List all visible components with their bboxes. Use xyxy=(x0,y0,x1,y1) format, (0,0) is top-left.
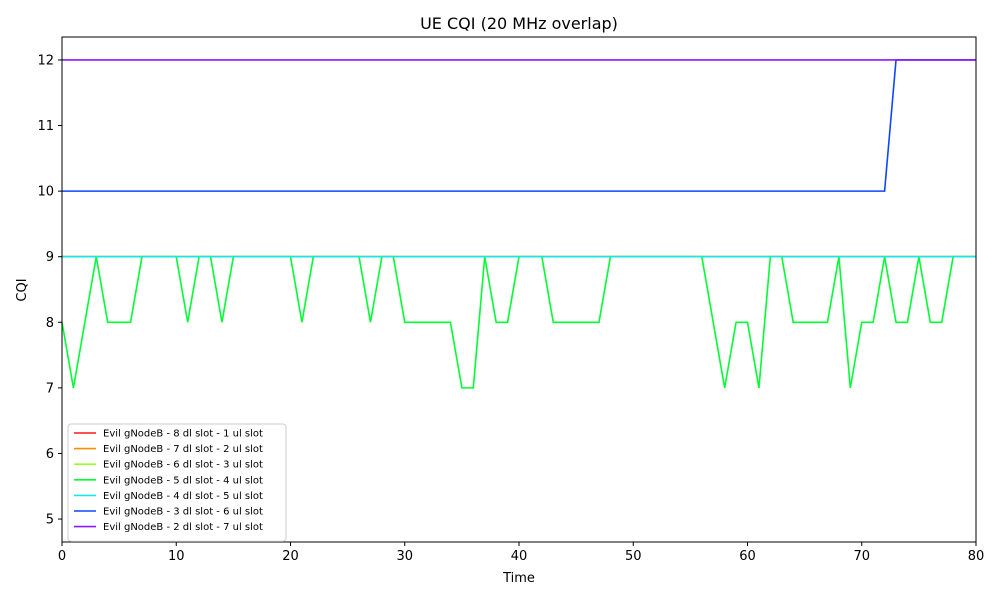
x-tick-label-4: 40 xyxy=(511,549,528,564)
legend-label-6: Evil gNodeB - 2 dl slot - 7 ul slot xyxy=(103,522,263,533)
x-axis-label: Time xyxy=(502,571,535,586)
series-layer xyxy=(61,59,976,389)
series-line-5 xyxy=(62,59,976,192)
x-tick-label-6: 60 xyxy=(739,549,756,564)
y-tick-label-7: 12 xyxy=(37,53,54,68)
legend-label-0: Evil gNodeB - 8 dl slot - 1 ul slot xyxy=(103,429,263,440)
x-tick-label-5: 50 xyxy=(625,549,642,564)
x-tick-label-7: 70 xyxy=(853,549,870,564)
x-tick-label-8: 80 xyxy=(968,549,985,564)
legend-label-3: Evil gNodeB - 5 dl slot - 4 ul slot xyxy=(103,475,263,486)
series-line-3 xyxy=(61,255,976,389)
y-tick-label-0: 5 xyxy=(46,513,54,528)
y-tick-label-4: 9 xyxy=(46,250,54,265)
y-tick-label-6: 11 xyxy=(37,119,54,134)
legend-label-1: Evil gNodeB - 7 dl slot - 2 ul slot xyxy=(103,444,263,455)
x-tick-label-3: 30 xyxy=(396,549,413,564)
chart-title: UE CQI (20 MHz overlap) xyxy=(420,14,618,33)
legend-label-2: Evil gNodeB - 6 dl slot - 3 ul slot xyxy=(103,460,263,471)
x-axis-ticks: 0 10 20 30 40 50 60 70 80 xyxy=(58,542,984,564)
y-tick-label-5: 10 xyxy=(37,185,54,200)
y-axis-ticks: 5 6 7 8 9 10 11 12 xyxy=(37,53,62,528)
legend: Evil gNodeB - 8 dl slot - 1 ul slot Evil … xyxy=(67,423,287,542)
legend-label-5: Evil gNodeB - 3 dl slot - 6 ul slot xyxy=(103,507,263,518)
y-tick-label-1: 6 xyxy=(46,447,54,462)
x-tick-label-2: 20 xyxy=(282,549,299,564)
y-axis-label: CQI xyxy=(15,278,30,301)
y-tick-label-3: 8 xyxy=(46,316,54,331)
legend-label-4: Evil gNodeB - 4 dl slot - 5 ul slot xyxy=(103,491,263,502)
legend-box xyxy=(67,423,287,542)
x-tick-label-0: 0 xyxy=(58,549,66,564)
y-tick-label-2: 7 xyxy=(46,381,54,396)
x-tick-label-1: 10 xyxy=(168,549,185,564)
